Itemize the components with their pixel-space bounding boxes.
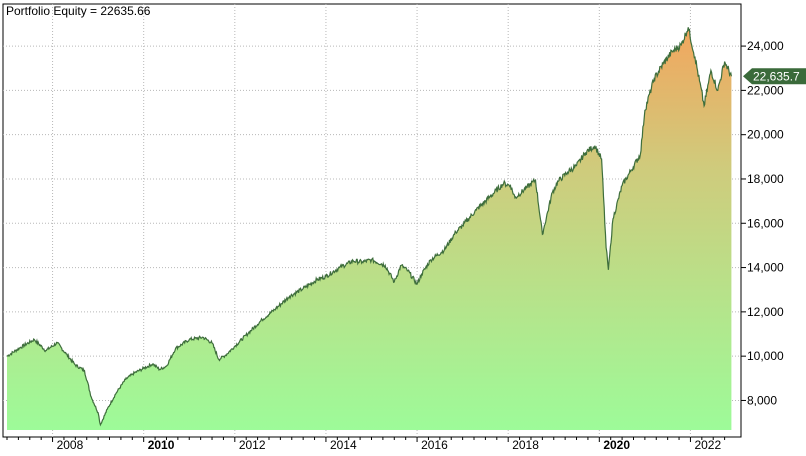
last-value-marker: 22,635.7 [743, 68, 806, 85]
equity-line [6, 27, 732, 427]
x-tick-label: 2020 [603, 438, 630, 452]
last-value-badge [743, 68, 806, 85]
x-tick-label: 2016 [421, 438, 448, 452]
x-tick-label: 2018 [512, 438, 539, 452]
equity-area [7, 27, 732, 431]
x-tick-label: 2010 [148, 438, 175, 452]
axes: 8,000 10,000 12,000 14,000 16,000 18,000 20,00… [6, 39, 784, 452]
x-tick-label: 2022 [694, 438, 721, 452]
y-tick-label: 10,000 [747, 349, 784, 363]
y-tick-label: 14,000 [747, 261, 784, 275]
chart-title: Portfolio Equity = 22635.66 [6, 4, 151, 18]
y-tick-label: 24,000 [747, 39, 784, 53]
x-tick-label: 2012 [239, 438, 266, 452]
y-tick-label: 16,000 [747, 216, 784, 230]
y-tick-label: 12,000 [747, 305, 784, 319]
x-tick-label: 2008 [57, 438, 84, 452]
y-tick-label: 8,000 [747, 393, 777, 407]
y-tick-label: 20,000 [747, 128, 784, 142]
y-tick-label: 18,000 [747, 172, 784, 186]
x-tick-label: 2014 [330, 438, 357, 452]
last-value-label: 22,635.7 [753, 69, 800, 83]
y-tick-label: 22,000 [747, 83, 784, 97]
